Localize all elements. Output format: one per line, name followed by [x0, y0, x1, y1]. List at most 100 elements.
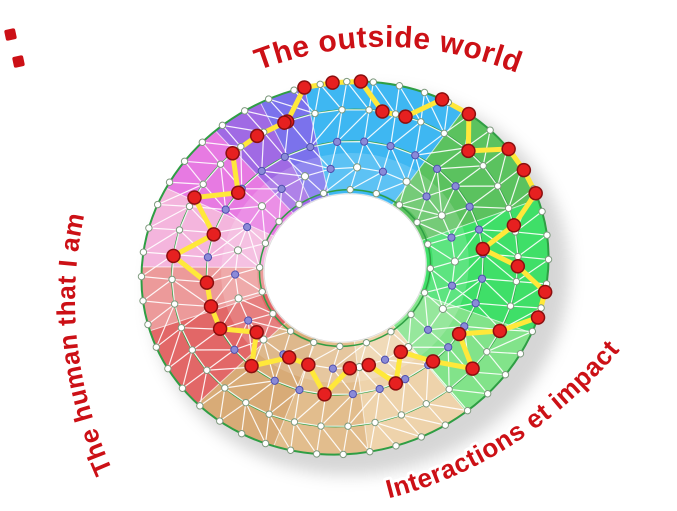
ring-node — [257, 202, 267, 211]
ring-node — [231, 270, 240, 279]
ring-node — [512, 277, 521, 286]
ring-node — [244, 316, 253, 325]
ring-node — [543, 231, 551, 239]
ring-node — [203, 366, 211, 374]
ring-node — [261, 439, 270, 448]
ring-node — [295, 385, 304, 394]
ring-node — [420, 88, 429, 97]
red-node — [301, 357, 316, 372]
ring-node — [275, 217, 283, 226]
ring-node — [380, 355, 390, 364]
ring-node — [501, 371, 510, 379]
label-human-that-i-am: The human that I am — [51, 210, 118, 480]
ring-node — [372, 189, 381, 198]
red-node — [461, 143, 476, 159]
ring-node — [378, 167, 388, 176]
ring-node — [386, 142, 395, 151]
ring-node — [300, 172, 310, 181]
ring-node — [203, 253, 213, 262]
red-node — [325, 75, 340, 90]
ring-node — [306, 142, 315, 152]
ring-node — [477, 274, 487, 283]
ring-node — [233, 246, 243, 255]
ring-node — [504, 204, 513, 212]
ring-node — [317, 422, 325, 430]
ring-node — [528, 327, 537, 336]
ring-node — [311, 109, 319, 118]
ring-node — [395, 82, 404, 90]
ring-node — [471, 299, 480, 308]
red-node — [506, 218, 522, 233]
ring-node — [290, 418, 299, 426]
ring-node — [447, 233, 456, 242]
red-node — [230, 185, 246, 200]
red-node — [212, 321, 228, 337]
ring-node — [257, 166, 266, 176]
ring-node — [392, 442, 400, 450]
red-node — [249, 128, 265, 144]
red-node — [317, 387, 332, 402]
ring-node — [486, 126, 494, 134]
ring-node — [188, 346, 196, 354]
ring-node — [144, 320, 152, 329]
ring-node — [261, 239, 270, 247]
ring-node — [433, 164, 442, 173]
ring-node — [441, 421, 449, 429]
ring-node — [411, 151, 420, 160]
ring-node — [237, 143, 245, 151]
red-node — [225, 145, 240, 161]
ring-node — [319, 189, 328, 198]
ring-node — [346, 185, 354, 194]
red-node — [388, 376, 404, 391]
ring-node — [237, 430, 246, 438]
red-node — [342, 361, 358, 376]
ring-node — [465, 202, 474, 211]
ring-node — [420, 289, 429, 297]
red-node — [277, 115, 292, 130]
red-node — [361, 357, 377, 373]
ring-node — [338, 106, 346, 114]
red-node — [375, 104, 390, 119]
ring-node — [333, 137, 342, 146]
ring-node — [450, 257, 459, 266]
red-node — [528, 185, 543, 201]
ring-node — [326, 164, 335, 174]
ring-node — [336, 342, 344, 351]
ring-node — [258, 288, 266, 296]
ring-node — [387, 328, 395, 336]
ring-node — [417, 118, 425, 126]
ring-node — [397, 411, 406, 419]
ring-node — [216, 417, 224, 425]
ring-node — [243, 222, 252, 232]
ring-node — [537, 304, 545, 312]
ring-node — [264, 95, 273, 103]
ring-node — [255, 263, 264, 272]
ring-node — [413, 218, 421, 227]
red-node — [244, 358, 259, 374]
ring-node — [426, 264, 435, 273]
ring-node — [312, 450, 321, 458]
ring-node — [423, 325, 433, 334]
red-node — [451, 326, 467, 342]
red-node — [281, 350, 297, 365]
ring-node — [474, 225, 484, 234]
ring-node — [395, 201, 404, 209]
ring-node — [286, 327, 295, 335]
ring-node — [185, 202, 194, 211]
ring-node — [242, 398, 250, 407]
ring-node — [139, 248, 148, 256]
ring-node — [438, 304, 447, 314]
ring-node — [366, 447, 374, 456]
ring-node — [375, 384, 384, 394]
ring-node — [479, 162, 487, 170]
red-node — [530, 310, 546, 325]
red-node — [353, 74, 369, 89]
ring-node — [422, 400, 430, 408]
red-node — [516, 162, 532, 178]
ring-node — [348, 390, 357, 399]
ring-node — [175, 226, 184, 234]
red-node — [393, 344, 409, 360]
ring-node — [444, 343, 453, 352]
